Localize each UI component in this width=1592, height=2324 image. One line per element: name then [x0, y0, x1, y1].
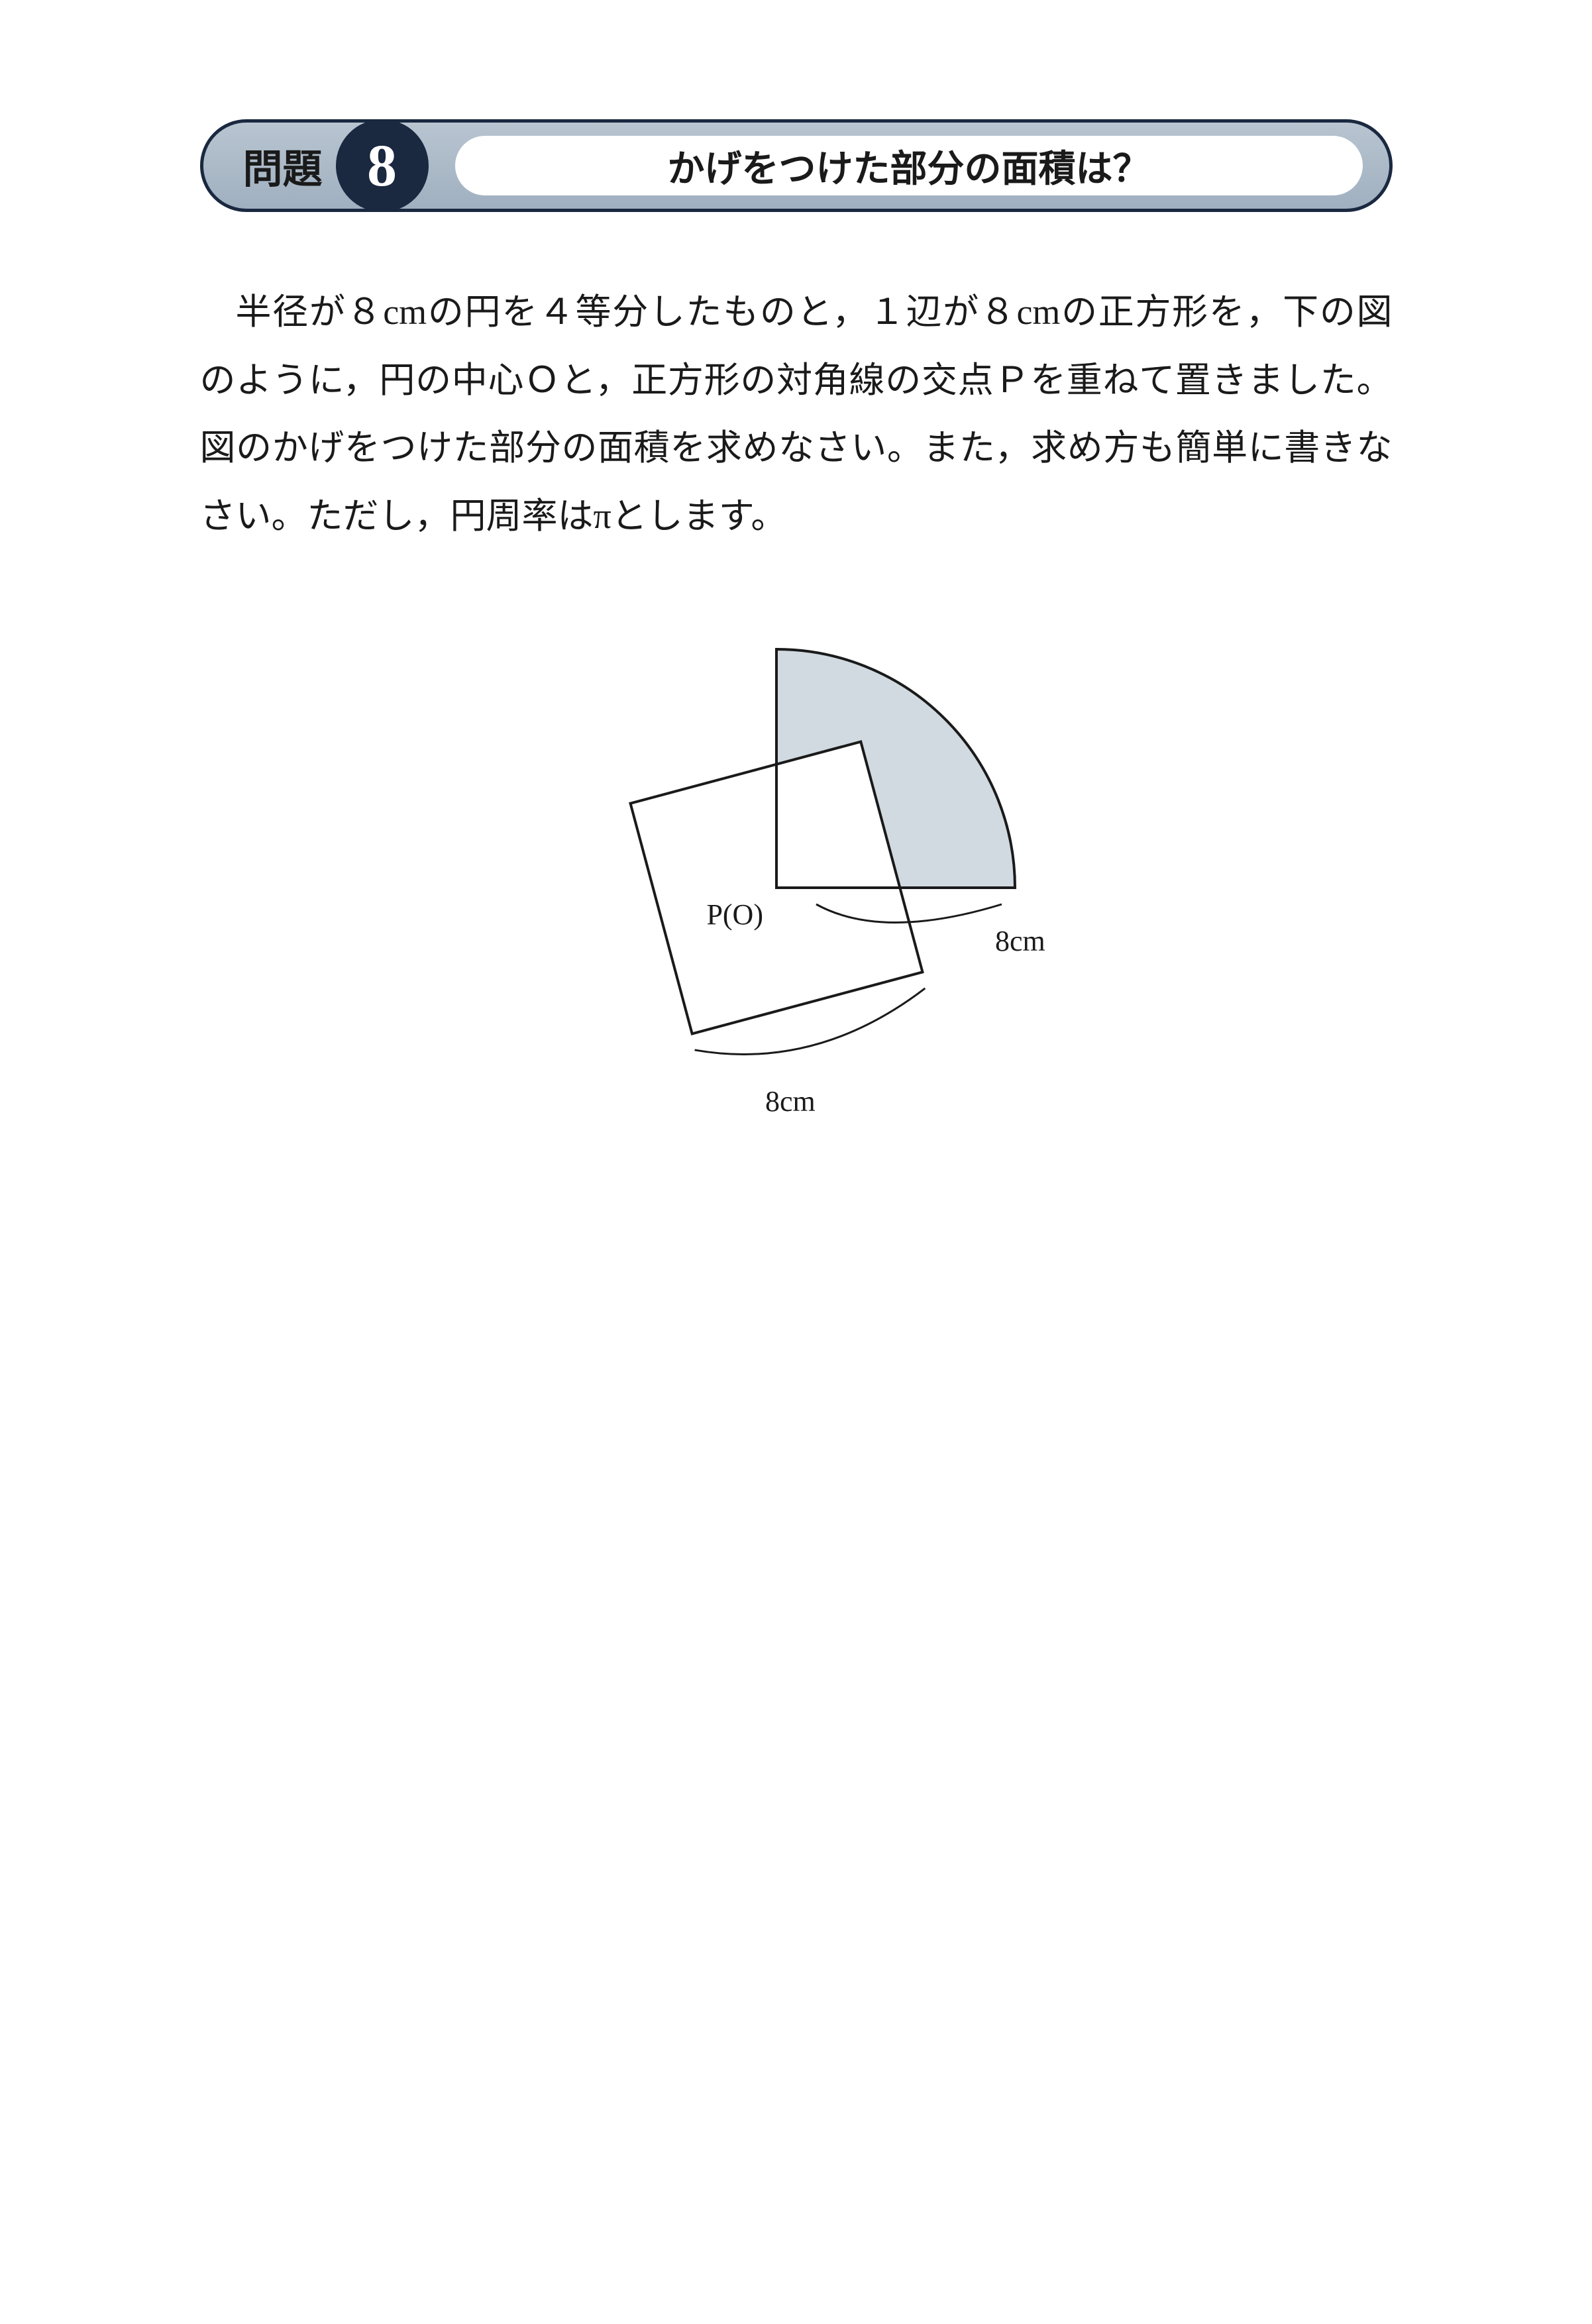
problem-header: 問題 8 かげをつけた部分の面積は？ — [200, 119, 1393, 212]
dim-label-radius: 8cm — [995, 925, 1045, 957]
geometry-figure: 8cm 8cm P(O) — [432, 603, 1161, 1232]
problem-title: かげをつけた部分の面積は？ — [668, 139, 1150, 193]
problem-paragraph: 半径が８cmの円を４等分したものと，１辺が８cmの正方形を，下の図のように，円の… — [200, 278, 1393, 550]
figure-container: 8cm 8cm P(O) — [200, 603, 1393, 1232]
problem-label: 問題 — [203, 137, 323, 195]
problem-number-circle: 8 — [336, 119, 429, 212]
dim-label-square-side: 8cm — [765, 1085, 815, 1118]
problem-body: 半径が８cmの円を４等分したものと，１辺が８cmの正方形を，下の図のように，円の… — [200, 278, 1393, 550]
problem-title-wrap: かげをつけた部分の面積は？ — [455, 136, 1363, 195]
point-label: P(O) — [706, 898, 763, 931]
problem-number: 8 — [367, 132, 397, 200]
